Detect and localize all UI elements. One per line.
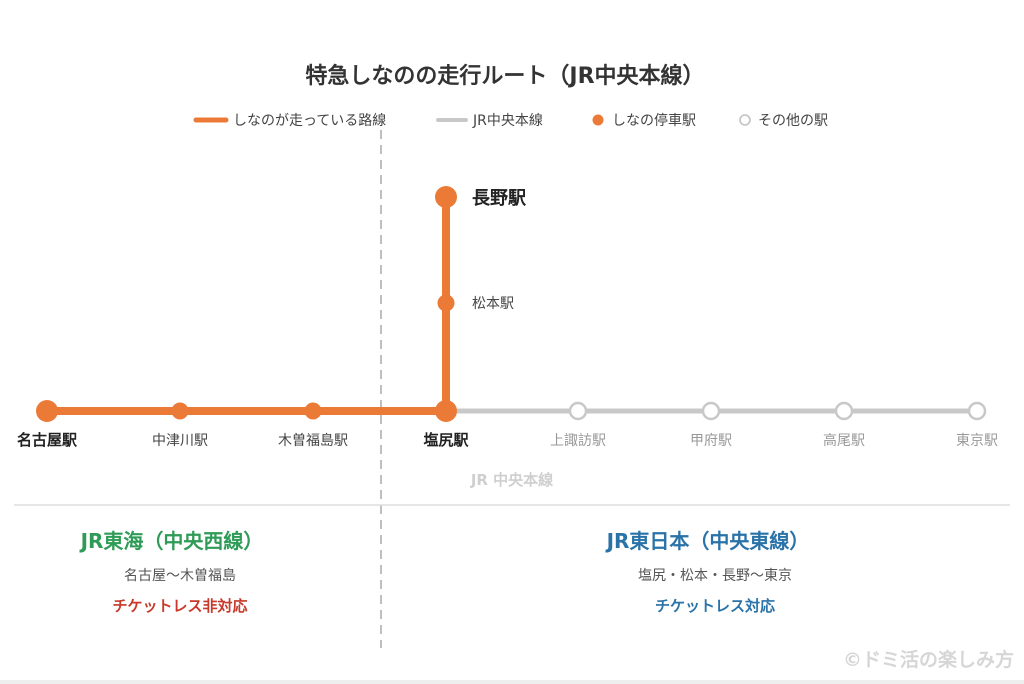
station-label: 中津川駅	[152, 433, 208, 449]
right-company-title: JR東日本（中央東線）	[605, 529, 810, 553]
station-label: 松本駅	[472, 296, 514, 312]
diagram-title: 特急しなのの走行ルート（JR中央本線）	[305, 63, 704, 89]
station-marker	[568, 401, 588, 421]
left-range: 名古屋〜木曽福島	[124, 568, 236, 584]
station-label: 甲府駅	[690, 433, 732, 449]
station-label: 高尾駅	[823, 432, 865, 449]
station-marker	[304, 402, 322, 420]
station-label: 上諏訪駅	[550, 433, 606, 449]
legend-label: JR中央本線	[472, 113, 543, 129]
legend-stop-circle-icon	[592, 114, 604, 126]
watermark: ©ドミ活の楽しみ方	[843, 648, 1014, 671]
station-marker	[171, 402, 189, 420]
station-marker	[701, 401, 721, 421]
legend: しなのが走っている路線 JR中央本線 しなの停車駅 その他の駅	[193, 112, 828, 129]
station-marker	[834, 401, 854, 421]
station-label: 東京駅	[956, 433, 998, 449]
station-marker	[967, 401, 987, 421]
station-label: 長野駅	[472, 188, 527, 209]
legend-label: しなの停車駅	[612, 112, 696, 129]
station-marker	[435, 186, 457, 208]
station-marker	[36, 400, 58, 422]
right-range: 塩尻・松本・長野〜東京	[638, 568, 792, 584]
bottom-strip	[0, 680, 1024, 684]
right-ticketless-status: チケットレス対応	[655, 597, 775, 615]
station-marker	[435, 400, 457, 422]
station-label: 名古屋駅	[17, 431, 78, 449]
legend-label: しなのが走っている路線	[233, 113, 386, 129]
station-label: 木曽福島駅	[278, 433, 348, 449]
legend-label: その他の駅	[758, 113, 828, 129]
left-ticketless-status: チケットレス非対応	[112, 597, 247, 615]
station-label: 塩尻駅	[423, 431, 469, 449]
chuo-line-label: JR 中央本線	[470, 471, 553, 489]
left-company-title: JR東海（中央西線）	[79, 529, 264, 553]
legend-other-circle-icon	[739, 114, 751, 126]
station-marker	[437, 294, 455, 312]
